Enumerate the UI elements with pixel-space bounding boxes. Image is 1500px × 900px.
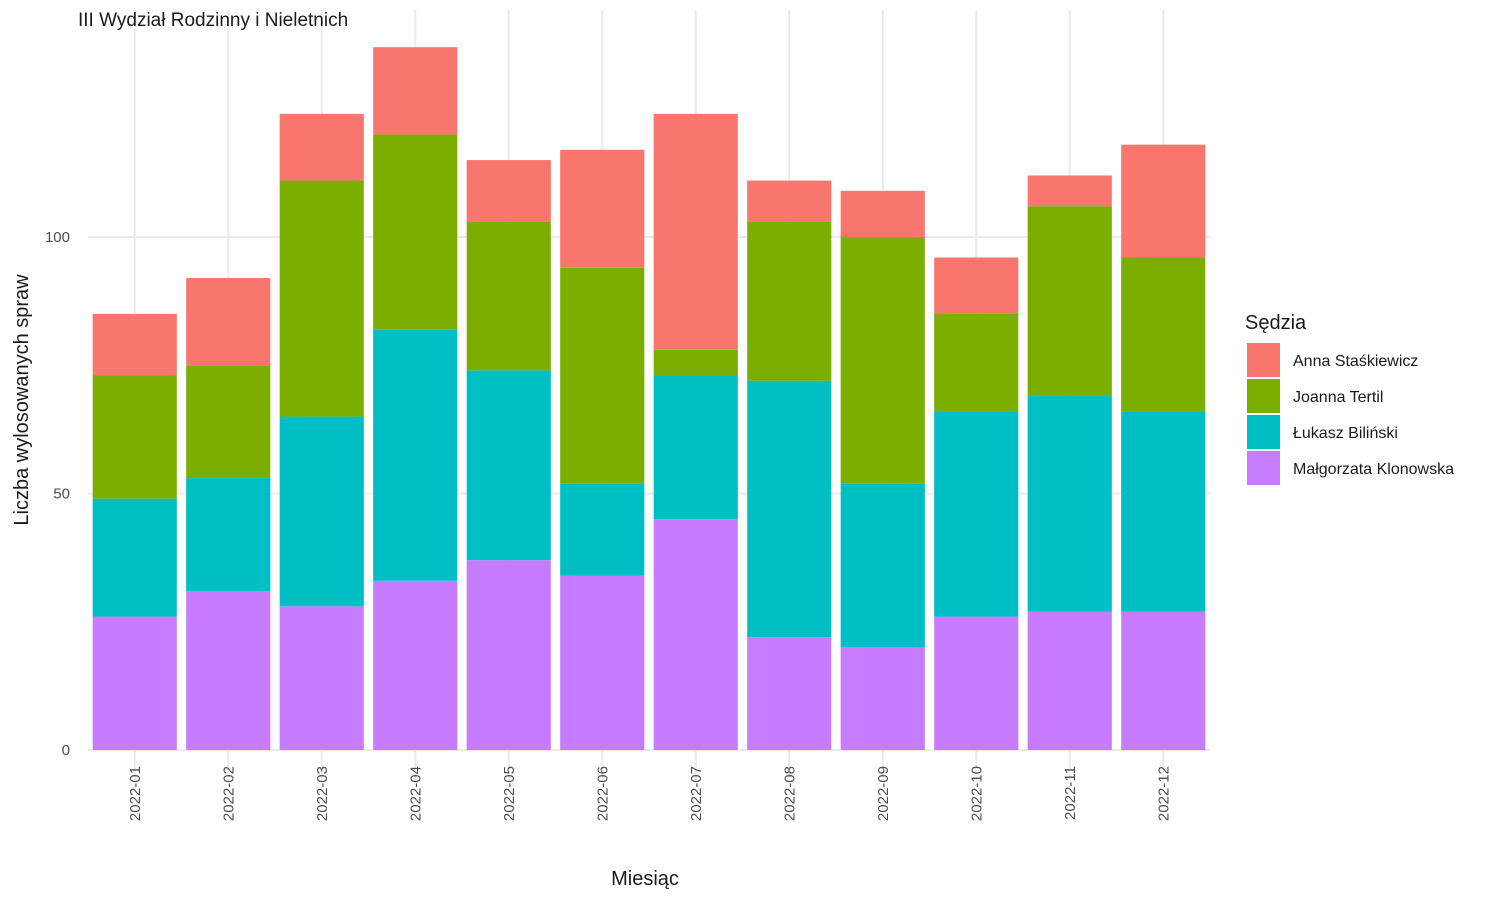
- x-tick-label: 2022-06: [594, 766, 611, 821]
- y-tick-label: 100: [45, 229, 70, 246]
- x-tick-label: 2022-04: [407, 766, 424, 821]
- bar-segment: [186, 590, 271, 750]
- bar-segment: [653, 113, 738, 350]
- bar-segment: [1027, 206, 1112, 397]
- bar-segment: [466, 160, 551, 222]
- bar-segment: [466, 560, 551, 750]
- bar-segment: [186, 278, 271, 366]
- x-tick-label: 2022-05: [501, 766, 518, 821]
- bar-segment: [92, 498, 177, 617]
- bar-segment: [186, 478, 271, 591]
- bar-segment: [747, 180, 832, 222]
- legend-key: [1247, 451, 1280, 485]
- x-tick-label: 2022-10: [968, 766, 985, 821]
- bar-segment: [279, 606, 364, 750]
- x-tick-label: 2022-12: [1155, 766, 1172, 821]
- x-tick-label: 2022-07: [688, 766, 705, 821]
- y-axis-title: Liczba wylosowanych spraw: [11, 274, 33, 526]
- bar-segment: [934, 313, 1019, 412]
- bar-segment: [747, 637, 832, 750]
- bar-segment: [373, 580, 458, 750]
- y-tick-label: 0: [62, 742, 70, 759]
- x-tick-label: 2022-08: [781, 766, 798, 821]
- bar-segment: [92, 375, 177, 499]
- bar-segment: [466, 370, 551, 561]
- bar-segment: [934, 616, 1019, 750]
- x-tick-label: 2022-09: [875, 766, 892, 821]
- bar-segment: [1027, 611, 1112, 750]
- x-tick-label: 2022-11: [1062, 766, 1079, 820]
- bar-segment: [92, 616, 177, 750]
- legend-label: Małgorzata Klonowska: [1293, 461, 1454, 478]
- bar-segment: [560, 483, 645, 576]
- bar-segment: [840, 190, 925, 237]
- x-tick-label: 2022-02: [220, 766, 237, 821]
- bar-segment: [653, 349, 738, 376]
- x-tick-label: 2022-01: [127, 766, 144, 821]
- bar-segment: [373, 47, 458, 135]
- bar-segment: [747, 380, 832, 638]
- bar-segment: [1121, 611, 1206, 750]
- bar-segment: [373, 134, 458, 330]
- bar-segment: [279, 113, 364, 181]
- legend-label: Joanna Tertil: [1293, 389, 1383, 406]
- y-axis: 0 50 100: [45, 229, 70, 759]
- bar-segment: [934, 257, 1019, 314]
- legend-title: Sędzia: [1245, 312, 1307, 334]
- bar-segment: [279, 180, 364, 417]
- bar-segment: [653, 519, 738, 750]
- bar-segment: [466, 221, 551, 371]
- bar-segment: [186, 365, 271, 479]
- bar-segment: [560, 575, 645, 750]
- legend-label: Łukasz Biliński: [1293, 425, 1398, 442]
- bars: [92, 47, 1206, 750]
- bar-segment: [1121, 144, 1206, 258]
- bar-segment: [1121, 257, 1206, 412]
- bar-segment: [1121, 411, 1206, 612]
- legend-key: [1247, 343, 1280, 377]
- bar-segment: [747, 221, 832, 381]
- bar-segment: [373, 329, 458, 581]
- bar-segment: [92, 313, 177, 376]
- x-axis: 2022-01 2022-02 2022-03 2022-04 2022-05 2022-…: [127, 766, 1173, 821]
- bar-segment: [840, 483, 925, 648]
- legend: Sędzia Anna Staśkiewicz Joanna Tertil Łuka…: [1245, 312, 1454, 485]
- bar-segment: [653, 375, 738, 520]
- bar-segment: [840, 237, 925, 484]
- legend-key: [1247, 379, 1280, 413]
- bar-segment: [560, 149, 645, 268]
- bar-segment: [934, 411, 1019, 617]
- bar-segment: [279, 416, 364, 607]
- bar-segment: [560, 267, 645, 484]
- bar-segment: [1027, 175, 1112, 207]
- bar-segment: [1027, 396, 1112, 612]
- legend-key: [1247, 415, 1280, 449]
- y-tick-label: 50: [53, 486, 70, 503]
- chart-title: III Wydział Rodzinny i Nieletnich: [78, 10, 348, 31]
- x-axis-title: Miesiąc: [611, 868, 679, 890]
- bar-segment: [840, 647, 925, 750]
- x-tick-label: 2022-03: [314, 766, 331, 821]
- legend-label: Anna Staśkiewicz: [1293, 353, 1418, 370]
